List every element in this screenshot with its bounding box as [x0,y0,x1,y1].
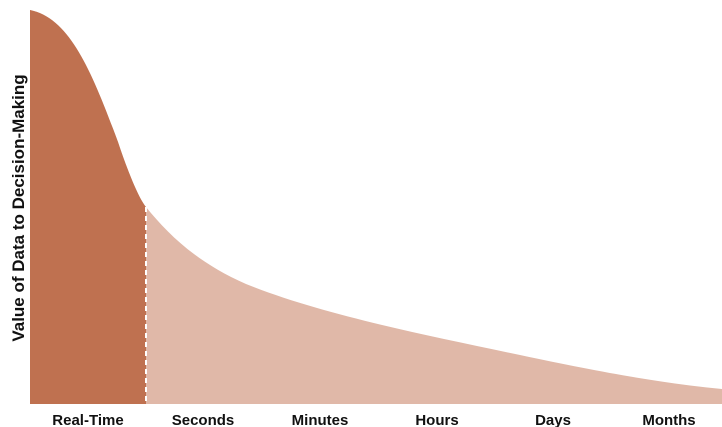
x-tick-label-real-time: Real-Time [52,412,123,427]
x-tick-label-hours: Hours [415,412,458,427]
x-axis-tick-labels: Real-Time Seconds Minutes Hours Days Months [52,412,695,427]
x-tick-label-seconds: Seconds [172,412,235,427]
plot-area [30,10,722,404]
y-axis-label: Value of Data to Decision-Making [9,74,28,341]
x-tick-label-minutes: Minutes [292,412,349,427]
x-tick-label-months: Months [642,412,695,427]
area-later-decay [30,10,722,404]
area-real-time [30,10,146,404]
x-tick-label-days: Days [535,412,571,427]
